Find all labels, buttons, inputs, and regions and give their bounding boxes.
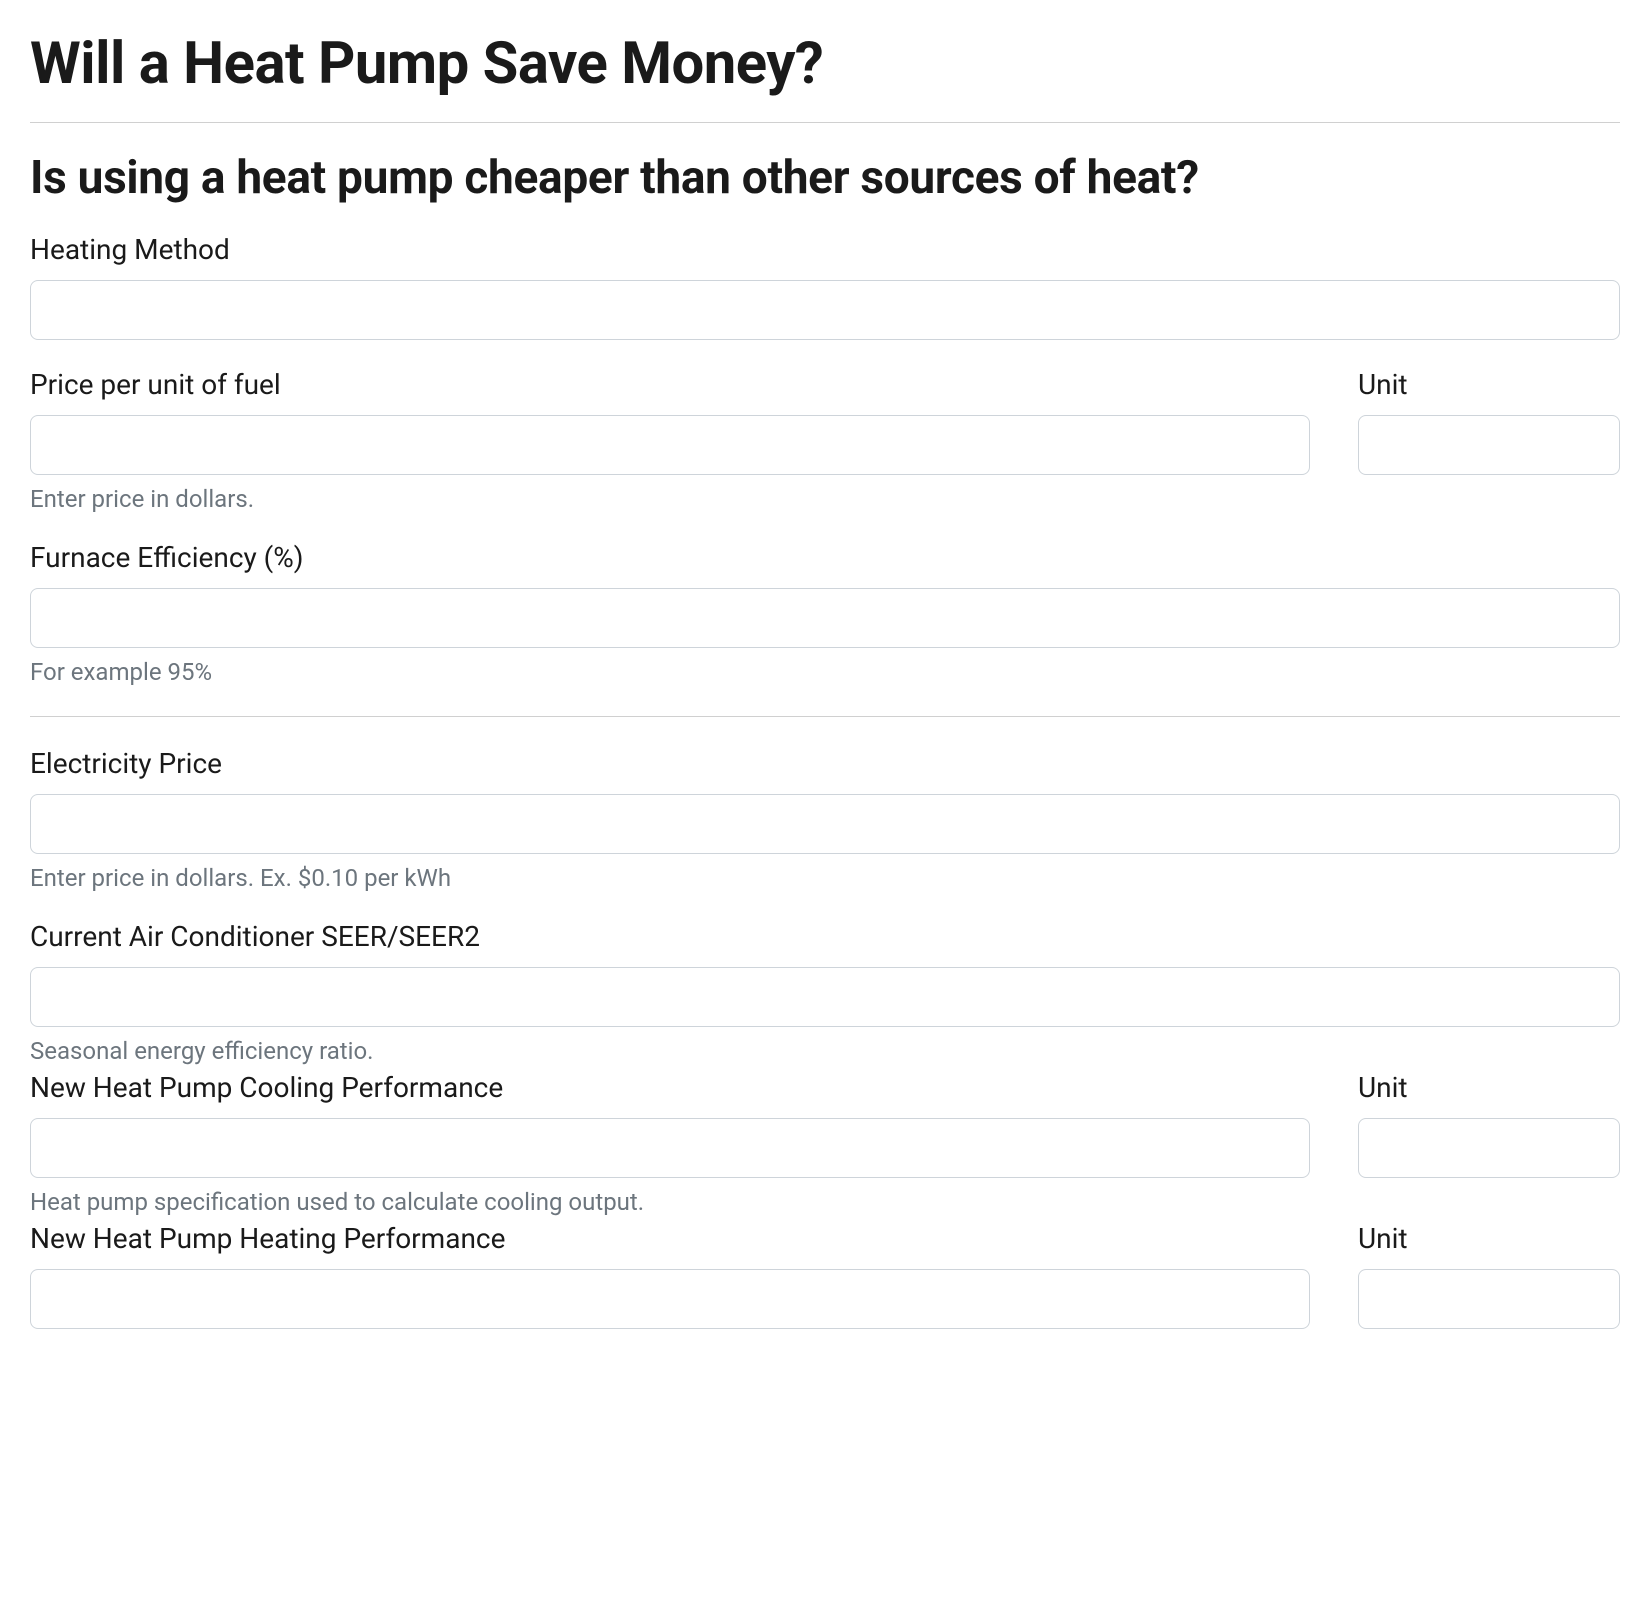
furnace-efficiency-group: Furnace Efficiency (%) For example 95%: [30, 541, 1620, 686]
heat-pump-heating-unit-input[interactable]: [1358, 1269, 1620, 1329]
heat-pump-heating-unit-label: Unit: [1358, 1222, 1620, 1255]
heat-pump-cooling-group: New Heat Pump Cooling Performance Heat p…: [30, 1071, 1620, 1216]
current-ac-seer-input[interactable]: [30, 967, 1620, 1027]
price-per-unit-input[interactable]: [30, 415, 1310, 475]
page-title: Will a Heat Pump Save Money?: [30, 30, 1620, 98]
price-per-unit-group: Price per unit of fuel Enter price in do…: [30, 368, 1620, 513]
heating-method-input[interactable]: [30, 280, 1620, 340]
price-per-unit-label: Price per unit of fuel: [30, 368, 1310, 401]
current-ac-seer-help: Seasonal energy efficiency ratio.: [30, 1037, 1620, 1065]
furnace-efficiency-help: For example 95%: [30, 658, 1620, 686]
furnace-efficiency-label: Furnace Efficiency (%): [30, 541, 1620, 574]
price-unit-input[interactable]: [1358, 415, 1620, 475]
section-subtitle: Is using a heat pump cheaper than other …: [30, 151, 1620, 205]
heat-pump-heating-input[interactable]: [30, 1269, 1310, 1329]
section-divider: [30, 716, 1620, 717]
electricity-price-help: Enter price in dollars. Ex. $0.10 per kW…: [30, 864, 1620, 892]
title-divider: [30, 122, 1620, 123]
electricity-price-group: Electricity Price Enter price in dollars…: [30, 747, 1620, 892]
furnace-efficiency-input[interactable]: [30, 588, 1620, 648]
current-ac-seer-group: Current Air Conditioner SEER/SEER2 Seaso…: [30, 920, 1620, 1065]
price-unit-label: Unit: [1358, 368, 1620, 401]
heating-method-label: Heating Method: [30, 233, 1620, 266]
heat-pump-cooling-unit-input[interactable]: [1358, 1118, 1620, 1178]
heat-pump-cooling-unit-label: Unit: [1358, 1071, 1620, 1104]
heat-pump-heating-group: New Heat Pump Heating Performance Unit: [30, 1222, 1620, 1329]
electricity-price-input[interactable]: [30, 794, 1620, 854]
heat-pump-cooling-help: Heat pump specification used to calculat…: [30, 1188, 1310, 1216]
heating-method-group: Heating Method: [30, 233, 1620, 340]
heat-pump-cooling-input[interactable]: [30, 1118, 1310, 1178]
price-per-unit-help: Enter price in dollars.: [30, 485, 1310, 513]
heat-pump-cooling-label: New Heat Pump Cooling Performance: [30, 1071, 1310, 1104]
heat-pump-heating-label: New Heat Pump Heating Performance: [30, 1222, 1310, 1255]
current-ac-seer-label: Current Air Conditioner SEER/SEER2: [30, 920, 1620, 953]
electricity-price-label: Electricity Price: [30, 747, 1620, 780]
